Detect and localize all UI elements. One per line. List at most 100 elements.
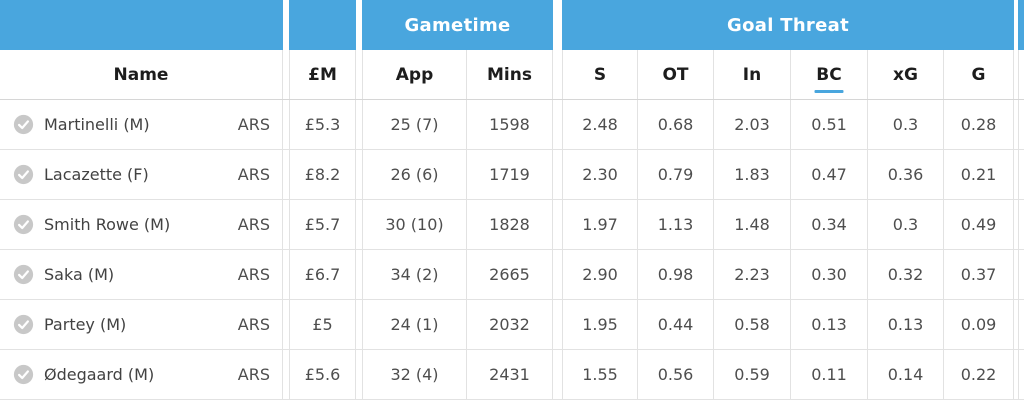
cell-in: 0.59 bbox=[714, 350, 791, 399]
next-column-cell-partial bbox=[1018, 350, 1024, 399]
next-column-cell-partial bbox=[1018, 100, 1024, 149]
check-circle-icon[interactable] bbox=[13, 264, 34, 285]
cell-app: 32 (4) bbox=[362, 350, 467, 399]
price-column-band bbox=[289, 0, 356, 50]
cell-s: 1.55 bbox=[562, 350, 638, 399]
next-group-band-partial bbox=[1018, 0, 1024, 50]
cell-xg: 0.3 bbox=[868, 200, 944, 249]
check-circle-icon[interactable] bbox=[13, 114, 34, 135]
player-cell: Saka (M) ARS bbox=[0, 250, 283, 299]
cell-xg: 0.3 bbox=[868, 100, 944, 149]
col-header-g[interactable]: G bbox=[944, 50, 1014, 99]
check-circle-icon[interactable] bbox=[13, 364, 34, 385]
player-cell: Ødegaard (M) ARS bbox=[0, 350, 283, 399]
player-name[interactable]: Smith Rowe (M) bbox=[44, 215, 171, 234]
table-row: Partey (M) ARS £5 24 (1) 2032 1.95 0.44 … bbox=[0, 300, 1024, 350]
cell-mins: 1598 bbox=[467, 100, 553, 149]
check-circle-icon[interactable] bbox=[13, 164, 34, 185]
table-row: Ødegaard (M) ARS £5.6 32 (4) 2431 1.55 0… bbox=[0, 350, 1024, 400]
cell-app: 30 (10) bbox=[362, 200, 467, 249]
table-row: Saka (M) ARS £6.7 34 (2) 2665 2.90 0.98 … bbox=[0, 250, 1024, 300]
player-cell: Smith Rowe (M) ARS bbox=[0, 200, 283, 249]
col-header-price[interactable]: £M bbox=[289, 50, 356, 99]
cell-ot: 1.13 bbox=[638, 200, 714, 249]
cell-app: 25 (7) bbox=[362, 100, 467, 149]
cell-ot: 0.68 bbox=[638, 100, 714, 149]
cell-in: 1.48 bbox=[714, 200, 791, 249]
cell-s: 2.30 bbox=[562, 150, 638, 199]
name-column-band bbox=[0, 0, 283, 50]
team-badge: ARS bbox=[237, 215, 270, 234]
cell-price: £5 bbox=[289, 300, 356, 349]
cell-g: 0.28 bbox=[944, 100, 1014, 149]
cell-in: 1.83 bbox=[714, 150, 791, 199]
player-name[interactable]: Partey (M) bbox=[44, 315, 127, 334]
cell-in: 2.03 bbox=[714, 100, 791, 149]
cell-xg: 0.13 bbox=[868, 300, 944, 349]
next-column-cell-partial bbox=[1018, 300, 1024, 349]
cell-ot: 0.79 bbox=[638, 150, 714, 199]
cell-ot: 0.44 bbox=[638, 300, 714, 349]
table-row: Lacazette (F) ARS £8.2 26 (6) 1719 2.30 … bbox=[0, 150, 1024, 200]
player-name[interactable]: Martinelli (M) bbox=[44, 115, 150, 134]
col-header-mins[interactable]: Mins bbox=[467, 50, 553, 99]
check-circle-icon[interactable] bbox=[13, 314, 34, 335]
column-header-row: Name £M App Mins S OT In BC xG G bbox=[0, 50, 1024, 100]
group-header-band: Gametime Goal Threat bbox=[0, 0, 1024, 50]
cell-xg: 0.14 bbox=[868, 350, 944, 399]
cell-s: 1.95 bbox=[562, 300, 638, 349]
player-name[interactable]: Lacazette (F) bbox=[44, 165, 149, 184]
cell-g: 0.21 bbox=[944, 150, 1014, 199]
cell-in: 2.23 bbox=[714, 250, 791, 299]
cell-mins: 2431 bbox=[467, 350, 553, 399]
next-column-cell-partial bbox=[1018, 150, 1024, 199]
team-badge: ARS bbox=[237, 265, 270, 284]
header-group-gametime: Gametime bbox=[362, 0, 553, 50]
cell-g: 0.09 bbox=[944, 300, 1014, 349]
cell-price: £5.6 bbox=[289, 350, 356, 399]
cell-price: £5.3 bbox=[289, 100, 356, 149]
cell-s: 2.48 bbox=[562, 100, 638, 149]
cell-price: £8.2 bbox=[289, 150, 356, 199]
cell-bc: 0.51 bbox=[791, 100, 868, 149]
cell-bc: 0.47 bbox=[791, 150, 868, 199]
col-header-bc[interactable]: BC bbox=[791, 50, 868, 99]
header-group-goal-threat: Goal Threat bbox=[562, 0, 1014, 50]
cell-app: 24 (1) bbox=[362, 300, 467, 349]
cell-g: 0.49 bbox=[944, 200, 1014, 249]
cell-bc: 0.30 bbox=[791, 250, 868, 299]
col-header-s[interactable]: S bbox=[562, 50, 638, 99]
cell-xg: 0.36 bbox=[868, 150, 944, 199]
team-badge: ARS bbox=[237, 165, 270, 184]
cell-price: £5.7 bbox=[289, 200, 356, 249]
col-header-xg[interactable]: xG bbox=[868, 50, 944, 99]
col-header-ot[interactable]: OT bbox=[638, 50, 714, 99]
cell-ot: 0.98 bbox=[638, 250, 714, 299]
table-row: Martinelli (M) ARS £5.3 25 (7) 1598 2.48… bbox=[0, 100, 1024, 150]
cell-price: £6.7 bbox=[289, 250, 356, 299]
cell-mins: 2665 bbox=[467, 250, 553, 299]
cell-mins: 1828 bbox=[467, 200, 553, 249]
team-badge: ARS bbox=[237, 315, 270, 334]
cell-xg: 0.32 bbox=[868, 250, 944, 299]
player-name[interactable]: Saka (M) bbox=[44, 265, 115, 284]
cell-ot: 0.56 bbox=[638, 350, 714, 399]
col-header-app[interactable]: App bbox=[362, 50, 467, 99]
next-column-cell-partial bbox=[1018, 250, 1024, 299]
next-column-header-partial bbox=[1018, 50, 1024, 99]
player-name[interactable]: Ødegaard (M) bbox=[44, 365, 155, 384]
cell-s: 1.97 bbox=[562, 200, 638, 249]
check-circle-icon[interactable] bbox=[13, 214, 34, 235]
cell-bc: 0.11 bbox=[791, 350, 868, 399]
cell-mins: 1719 bbox=[467, 150, 553, 199]
col-header-in[interactable]: In bbox=[714, 50, 791, 99]
table-body: Martinelli (M) ARS £5.3 25 (7) 1598 2.48… bbox=[0, 100, 1024, 400]
cell-bc: 0.13 bbox=[791, 300, 868, 349]
cell-mins: 2032 bbox=[467, 300, 553, 349]
cell-app: 26 (6) bbox=[362, 150, 467, 199]
cell-s: 2.90 bbox=[562, 250, 638, 299]
player-cell: Partey (M) ARS bbox=[0, 300, 283, 349]
team-badge: ARS bbox=[237, 365, 270, 384]
col-header-name[interactable]: Name bbox=[0, 50, 283, 99]
